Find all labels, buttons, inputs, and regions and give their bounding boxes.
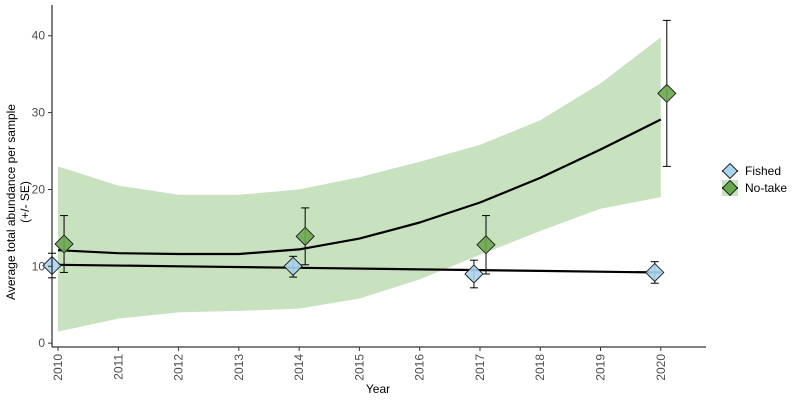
x-tick-label: 2013 [232,354,246,381]
legend-label: No-take [745,181,787,195]
x-tick-label: 2010 [51,354,65,381]
no-take-data-point [295,226,315,246]
x-tick-label: 2019 [594,354,608,381]
y-tick-label: 20 [32,182,46,196]
trend-line-layer [57,118,662,274]
x-tick-label: 2018 [533,354,547,381]
y-tick-label: 30 [32,106,46,120]
x-tick-label: 2016 [413,354,427,381]
no-take-trend-line [57,118,662,256]
legend-label: Fished [745,164,781,178]
y-tick-label: 40 [32,29,46,43]
x-tick-label: 2014 [292,354,306,381]
x-tick-label: 2020 [654,354,668,381]
axes [51,5,706,348]
y-tick-label: 10 [32,259,46,273]
y-axis-title-line-1: Average total abundance per sample [4,104,18,300]
x-tick-label: 2011 [111,354,125,380]
fished-trend-line [57,263,661,274]
no-take-data-point [54,234,74,254]
x-tick-label: 2012 [172,354,186,381]
x-axis-ticks: 2010 2011 2012 2013 2014 2015 2016 2017 2018 2019… [51,347,668,381]
y-axis-title: Average total abundance per sample (+/- … [4,104,32,300]
y-axis-ticks: 0 10 20 30 40 [32,29,52,350]
no-take-confidence-band [58,37,661,332]
x-tick-label: 2017 [473,354,487,381]
y-tick-label: 0 [38,336,45,350]
no-take-data-point [476,235,496,255]
fished-data-point [645,262,665,283]
legend-diamond-swatch [721,162,739,180]
legend: Fished No-take [721,162,787,197]
fished-data-point [464,264,484,284]
x-axis-title: Year [366,382,390,396]
legend-item-fished: Fished [721,162,781,180]
confidence-band-layer [58,37,661,332]
fished-data-point [283,256,303,276]
no-take-data-point [657,83,677,104]
x-tick-label: 2015 [352,354,366,381]
legend-diamond-swatch [721,179,739,197]
y-axis-title-line-2: (+/- SE) [18,181,32,223]
legend-item-no-take: No-take [721,179,787,197]
